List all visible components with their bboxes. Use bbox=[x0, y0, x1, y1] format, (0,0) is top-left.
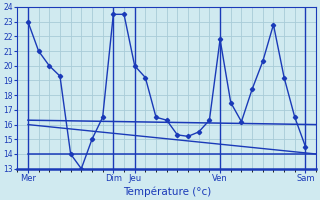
X-axis label: Température (°c): Température (°c) bbox=[123, 186, 211, 197]
